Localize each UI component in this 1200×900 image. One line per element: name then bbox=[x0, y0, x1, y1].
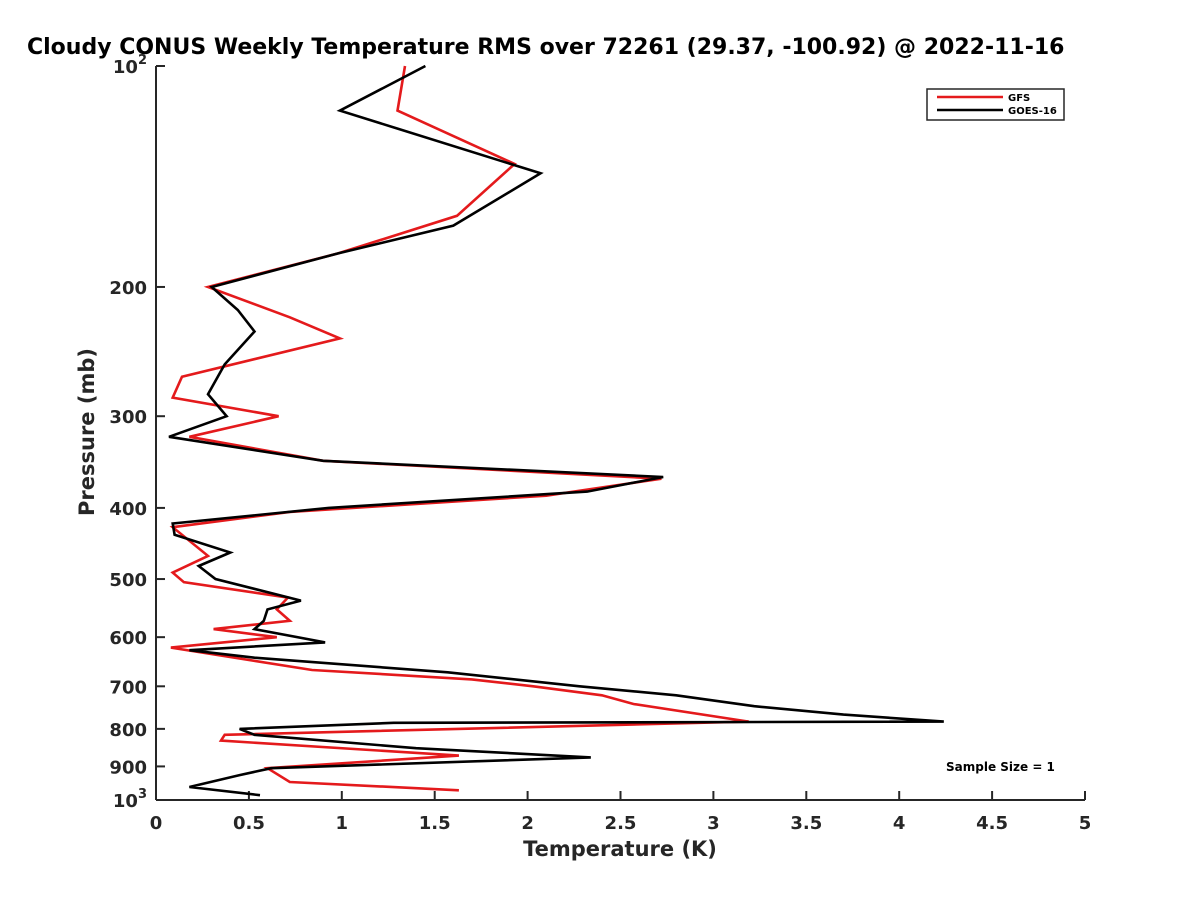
legend-label-goes16: GOES-16 bbox=[1008, 106, 1057, 117]
y-tick-label: 700 bbox=[109, 677, 147, 698]
y-tick-label: 102 bbox=[113, 53, 147, 78]
x-tick-label: 4 bbox=[893, 813, 906, 834]
chart-title: Cloudy CONUS Weekly Temperature RMS over… bbox=[27, 35, 1064, 60]
legend: GFS GOES-16 bbox=[926, 88, 1065, 121]
y-tick-label: 900 bbox=[109, 757, 147, 778]
y-tick-label: 200 bbox=[109, 278, 147, 299]
y-tick-label: 600 bbox=[109, 628, 147, 649]
plot-area: 0 0.5 1 1.5 2 2.5 3 3.5 4 4.5 5 102 200 300 400 500 600… bbox=[109, 53, 1091, 834]
x-tick-label: 4.5 bbox=[976, 813, 1008, 834]
y-tick-label: 800 bbox=[109, 720, 147, 741]
x-tick-label: 5 bbox=[1079, 813, 1092, 834]
y-tick-label: 300 bbox=[109, 407, 147, 428]
y-axis-label: Pressure (mb) bbox=[75, 348, 99, 516]
x-axis-ticks: 0 0.5 1 1.5 2 2.5 3 3.5 4 4.5 5 bbox=[150, 791, 1092, 834]
legend-box bbox=[926, 88, 1065, 121]
series-line-goes16 bbox=[168, 64, 944, 797]
x-tick-label: 2.5 bbox=[605, 813, 637, 834]
x-axis-label: Temperature (K) bbox=[523, 837, 717, 861]
legend-label-gfs: GFS bbox=[1008, 93, 1030, 104]
y-tick-label: 103 bbox=[113, 787, 147, 812]
x-tick-label: 1 bbox=[336, 813, 349, 834]
sample-size-annotation: Sample Size = 1 bbox=[946, 760, 1055, 774]
y-tick-label: 500 bbox=[109, 570, 147, 591]
x-tick-label: 1.5 bbox=[419, 813, 451, 834]
x-tick-label: 3 bbox=[707, 813, 720, 834]
y-axis-ticks: 102 200 300 400 500 600 700 800 900 103 bbox=[109, 53, 165, 812]
x-tick-label: 0.5 bbox=[233, 813, 265, 834]
x-tick-label: 2 bbox=[521, 813, 534, 834]
x-tick-label: 0 bbox=[150, 813, 163, 834]
y-tick-label: 400 bbox=[109, 499, 147, 520]
x-tick-label: 3.5 bbox=[790, 813, 822, 834]
series-line-gfs bbox=[169, 65, 749, 792]
series-layer bbox=[168, 64, 944, 797]
